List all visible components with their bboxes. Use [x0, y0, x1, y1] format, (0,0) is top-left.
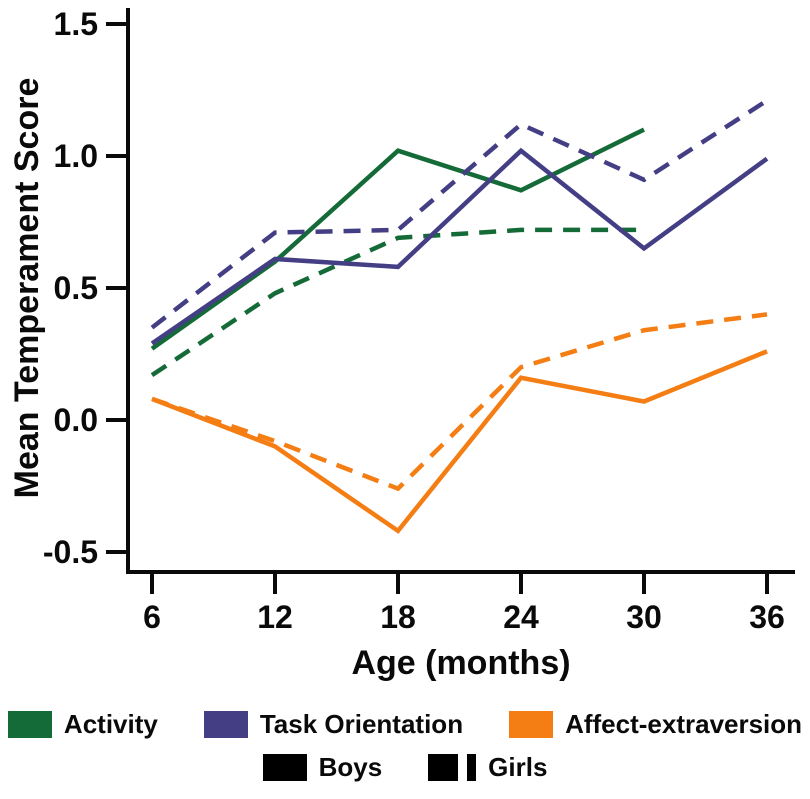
legend-item-boys: Boys [262, 752, 383, 783]
task-orientation-color-swatch [203, 711, 248, 738]
y-tick-label: -0.5 [43, 534, 98, 570]
legend-item-activity: Activity [7, 709, 158, 740]
y-tick-label: 1.5 [54, 6, 98, 42]
y-tick-label: 1.0 [54, 138, 98, 174]
legend-label-boys: Boys [318, 752, 383, 782]
boys-solid-line-swatch [262, 754, 307, 781]
y-tick-label: 0.5 [54, 270, 98, 306]
legend-item-affect-extraversion: Affect-extraversion [509, 709, 802, 740]
series-line-affect-extraversion-girls [151, 312, 768, 492]
affect-extraversion-color-swatch [509, 711, 554, 738]
x-axis-title: Age (months) [351, 644, 570, 682]
axis-frame [126, 8, 795, 574]
x-tick-label: 24 [503, 599, 539, 635]
x-tick-label: 36 [749, 599, 785, 635]
legend-label-activity: Activity [63, 709, 158, 739]
series-line-task-orientation-boys [150, 147, 769, 346]
legend-label-girls: Girls [488, 752, 548, 782]
series-line-activity-boys [150, 127, 645, 351]
x-tick-label: 18 [380, 599, 416, 635]
series-line-task-orientation-girls [150, 98, 769, 330]
y-axis-title: Mean Temperament Score [8, 78, 46, 499]
trait-legend-row: Activity Task Orientation Affect-extrave… [0, 709, 810, 740]
x-tick-label: 30 [626, 599, 662, 635]
activity-color-swatch [7, 711, 52, 738]
girls-dash-segment [428, 754, 459, 781]
gender-legend-row: Boys Girls [0, 752, 810, 783]
x-tick-label: 12 [257, 599, 293, 635]
data-series-lines [150, 98, 769, 534]
girls-dashed-line-swatch [428, 754, 477, 781]
x-axis-ticks: 6 12 18 24 30 36 [143, 572, 785, 635]
line-chart: 1.5 1.0 0.5 0.0 -0.5 6 12 18 24 30 36 Mean Temper… [8, 6, 795, 682]
legend-item-task-orientation: Task Orientation [203, 709, 464, 740]
legend-label-affect-extraversion: Affect-extraversion [565, 709, 803, 739]
x-tick-label: 6 [143, 599, 161, 635]
legend-item-girls: Girls [428, 752, 547, 783]
girls-dot-segment [467, 754, 477, 781]
y-tick-label: 0.0 [54, 402, 98, 438]
series-line-affect-extraversion-boys [151, 349, 768, 534]
y-axis-ticks: 1.5 1.0 0.5 0.0 -0.5 [43, 6, 128, 570]
legend-label-task-orientation: Task Orientation [259, 709, 464, 739]
series-line-activity-girls [150, 227, 644, 377]
